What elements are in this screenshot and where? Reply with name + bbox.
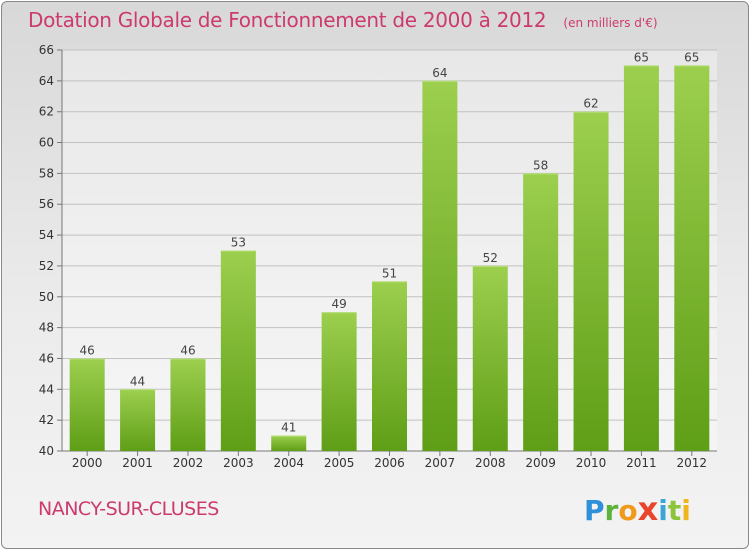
x-tick-label: 2005 [324, 456, 355, 470]
data-label: 58 [533, 158, 548, 172]
x-tick-label: 2002 [173, 456, 204, 470]
y-tick-label: 50 [39, 290, 54, 304]
y-tick-label: 56 [39, 197, 54, 211]
x-tick-label: 2000 [72, 456, 103, 470]
proxiti-logo: Proxiti [584, 490, 691, 528]
x-tick-label: 2006 [374, 456, 405, 470]
bar-2012 [674, 65, 710, 451]
y-tick-label: 42 [39, 413, 54, 427]
data-label: 52 [483, 251, 498, 265]
chart-unit: (en milliers d'€) [563, 16, 658, 30]
x-tick-label: 2004 [273, 456, 304, 470]
chart-title: Dotation Globale de Fonctionnement de 20… [28, 8, 547, 32]
y-tick-label: 64 [39, 74, 54, 88]
x-tick-label: 2009 [525, 456, 556, 470]
bar-2010 [573, 111, 609, 451]
data-label: 62 [583, 97, 598, 111]
y-tick-label: 52 [39, 259, 54, 273]
x-tick-label: 2003 [223, 456, 254, 470]
bar-2003 [220, 250, 256, 451]
bar-2001 [120, 389, 156, 451]
y-tick-label: 66 [39, 43, 54, 57]
commune-name: NANCY-SUR-CLUSES [38, 498, 219, 520]
data-label: 46 [180, 343, 195, 357]
bar-2004 [271, 435, 307, 451]
bar-2009 [523, 173, 559, 451]
y-tick-label: 58 [39, 166, 54, 180]
y-tick-label: 44 [39, 382, 54, 396]
bar-2000 [69, 358, 105, 451]
data-label: 46 [80, 343, 95, 357]
title-row: Dotation Globale de Fonctionnement de 20… [28, 8, 658, 32]
bar-2007 [422, 80, 458, 451]
y-tick-label: 48 [39, 321, 54, 335]
data-label: 49 [331, 297, 346, 311]
x-tick-label: 2012 [677, 456, 708, 470]
bar-2011 [623, 65, 659, 451]
data-label: 64 [432, 66, 447, 80]
bar-2008 [472, 265, 508, 451]
x-tick-label: 2001 [122, 456, 153, 470]
x-tick-label: 2008 [475, 456, 506, 470]
y-tick-label: 46 [39, 351, 54, 365]
x-tick-label: 2011 [626, 456, 657, 470]
bar-2006 [372, 281, 407, 451]
x-tick-label: 2010 [576, 456, 607, 470]
data-label: 65 [634, 50, 649, 64]
data-label: 41 [281, 421, 296, 435]
data-label: 51 [382, 266, 397, 280]
bar-2002 [170, 358, 206, 451]
bar-2005 [321, 312, 357, 451]
y-tick-label: 62 [39, 105, 54, 119]
data-label: 65 [684, 50, 699, 64]
y-tick-label: 54 [39, 228, 54, 242]
y-tick-label: 40 [39, 444, 54, 458]
x-tick-label: 2007 [425, 456, 456, 470]
data-label: 53 [231, 236, 246, 250]
y-tick-label: 60 [39, 136, 54, 150]
data-label: 44 [130, 374, 145, 388]
